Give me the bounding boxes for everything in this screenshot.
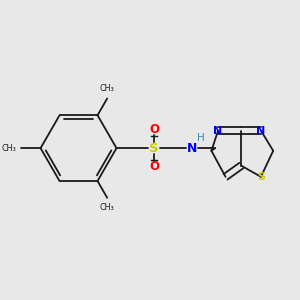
Text: O: O [149,160,159,173]
Text: N: N [214,126,223,136]
Text: CH₃: CH₃ [1,144,16,153]
Text: CH₃: CH₃ [100,84,115,93]
Text: H: H [197,134,205,143]
Text: N: N [187,142,197,154]
Text: N: N [256,126,266,136]
Text: O: O [149,123,159,136]
Text: S: S [149,142,159,154]
Text: CH₃: CH₃ [100,203,115,212]
Text: S: S [257,172,265,182]
